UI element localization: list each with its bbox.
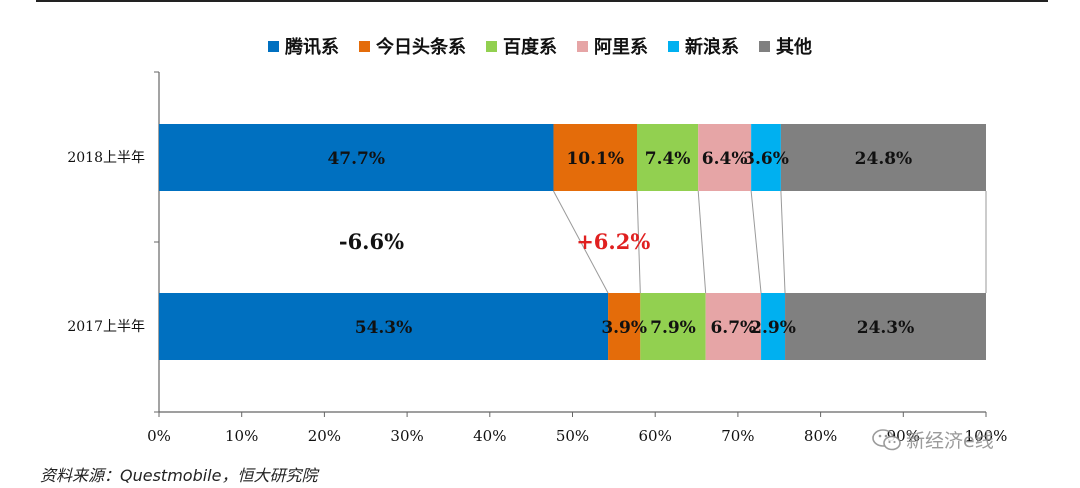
bar-segment xyxy=(637,124,699,191)
x-tick-label: 60% xyxy=(639,427,672,445)
legend-swatch xyxy=(577,40,588,52)
legend-label: 百度系 xyxy=(503,37,557,58)
data-label: 47.7% xyxy=(327,149,385,169)
x-tick-label: 80% xyxy=(804,427,837,445)
x-tick-label: 30% xyxy=(390,427,423,445)
legend-swatch xyxy=(668,40,679,52)
data-label: 3.9% xyxy=(601,318,647,338)
data-label: 7.9% xyxy=(650,318,696,338)
change-annotation: -6.6% xyxy=(339,229,404,254)
bar-segment xyxy=(751,124,781,191)
bar-segment xyxy=(785,293,986,360)
top-rule xyxy=(36,0,1048,2)
legend-item-ali: 阿里系 xyxy=(577,33,648,59)
bar-segment xyxy=(780,124,986,191)
x-tick-label: 40% xyxy=(473,427,506,445)
data-label: 24.3% xyxy=(857,318,915,338)
legend-label: 阿里系 xyxy=(594,37,648,58)
legend-item-other: 其他 xyxy=(759,33,812,59)
legend-label: 腾讯系 xyxy=(285,37,339,58)
x-tick-label: 70% xyxy=(721,427,754,445)
legend: 腾讯系 今日头条系 百度系 阿里系 新浪系 其他 xyxy=(0,34,1080,58)
x-tick-label: 50% xyxy=(556,427,589,445)
legend-item-sina: 新浪系 xyxy=(668,33,739,59)
series-connector-line xyxy=(636,190,641,294)
legend-item-tencent: 腾讯系 xyxy=(268,33,339,59)
series-connector-line xyxy=(750,190,762,294)
watermark-text: 新经济e线 xyxy=(906,430,994,452)
series-connector-line xyxy=(780,190,786,294)
category-label: 2017上半年 xyxy=(67,319,145,335)
bar-segment xyxy=(553,124,638,191)
data-label: 7.4% xyxy=(645,149,691,169)
source-note: 资料来源：Questmobile，恒大研究院 xyxy=(40,466,318,485)
data-label: 10.1% xyxy=(566,149,624,169)
legend-label: 其他 xyxy=(776,37,812,58)
data-label: 2.9% xyxy=(750,318,796,338)
x-tick-label: 20% xyxy=(308,427,341,445)
series-connector-line xyxy=(553,190,609,294)
legend-swatch xyxy=(486,40,497,52)
series-connector-line xyxy=(697,190,707,294)
bar-segment xyxy=(705,293,762,360)
x-tick-label: 10% xyxy=(225,427,258,445)
data-label: 54.3% xyxy=(355,318,413,338)
category-label: 2018上半年 xyxy=(67,150,145,166)
watermark: 新经济e线 xyxy=(872,426,994,453)
legend-swatch xyxy=(759,40,770,52)
bar-segment xyxy=(159,293,609,360)
x-tick-label: 100% xyxy=(965,427,1008,445)
legend-swatch xyxy=(359,40,370,52)
x-tick-label: 0% xyxy=(147,427,171,445)
bar-segment xyxy=(761,293,786,360)
bar-segment xyxy=(608,293,641,360)
change-annotation: +6.2% xyxy=(576,229,650,254)
data-label: 3.6% xyxy=(743,149,789,169)
legend-item-baidu: 百度系 xyxy=(486,33,557,59)
legend-label: 新浪系 xyxy=(685,37,739,58)
wechat-icon xyxy=(872,428,901,450)
legend-item-toutiao: 今日头条系 xyxy=(359,33,466,59)
bar-segment xyxy=(159,124,554,191)
bar-segment xyxy=(698,124,752,191)
data-label: 24.8% xyxy=(855,149,913,169)
legend-label: 今日头条系 xyxy=(376,37,466,58)
data-label: 6.7% xyxy=(710,318,756,338)
bar-segment xyxy=(640,293,706,360)
legend-swatch xyxy=(268,40,279,52)
data-label: 6.4% xyxy=(702,149,748,169)
